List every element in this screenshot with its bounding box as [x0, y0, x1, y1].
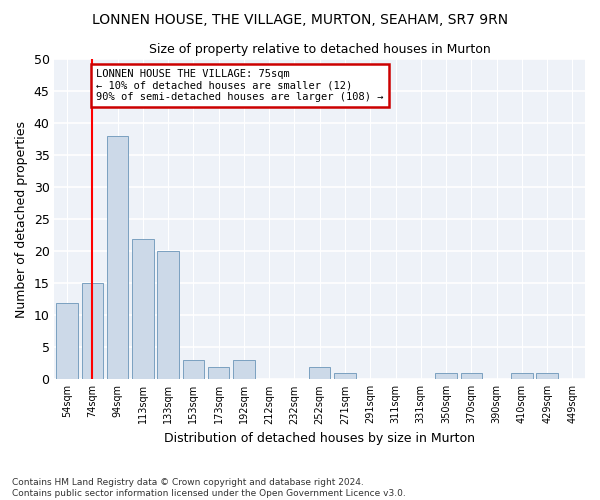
Bar: [107, 136, 128, 380]
Bar: [82, 284, 103, 380]
Y-axis label: Number of detached properties: Number of detached properties: [15, 121, 28, 318]
Title: Size of property relative to detached houses in Murton: Size of property relative to detached ho…: [149, 42, 491, 56]
Bar: [157, 252, 179, 380]
Bar: [511, 373, 533, 380]
Bar: [461, 373, 482, 380]
Bar: [56, 302, 78, 380]
Bar: [309, 366, 331, 380]
Bar: [435, 373, 457, 380]
Bar: [334, 373, 356, 380]
Bar: [233, 360, 254, 380]
Bar: [182, 360, 204, 380]
Bar: [208, 366, 229, 380]
Text: LONNEN HOUSE THE VILLAGE: 75sqm
← 10% of detached houses are smaller (12)
90% of: LONNEN HOUSE THE VILLAGE: 75sqm ← 10% of…: [96, 69, 383, 102]
Text: Contains HM Land Registry data © Crown copyright and database right 2024.
Contai: Contains HM Land Registry data © Crown c…: [12, 478, 406, 498]
Text: LONNEN HOUSE, THE VILLAGE, MURTON, SEAHAM, SR7 9RN: LONNEN HOUSE, THE VILLAGE, MURTON, SEAHA…: [92, 12, 508, 26]
Bar: [536, 373, 558, 380]
Bar: [132, 238, 154, 380]
X-axis label: Distribution of detached houses by size in Murton: Distribution of detached houses by size …: [164, 432, 475, 445]
